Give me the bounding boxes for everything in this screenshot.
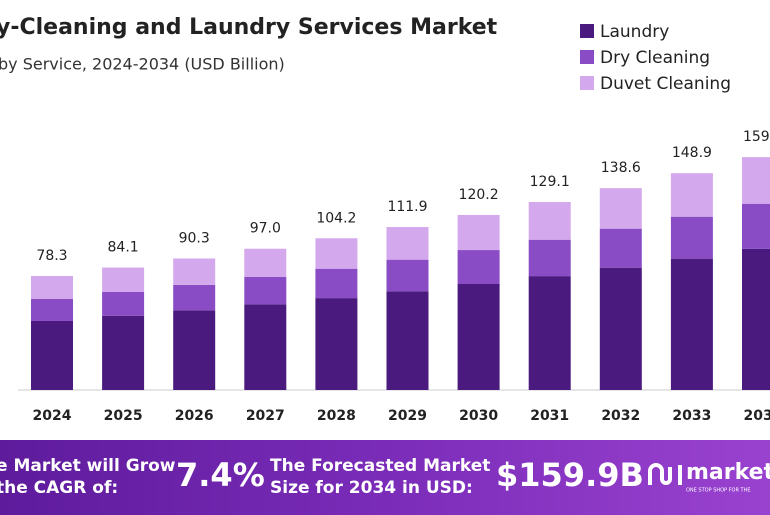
data-label: 111.9 [387,199,427,215]
x-tick-label: 2032 [601,408,640,424]
bar-segment [173,310,216,390]
x-tick-label: 2025 [104,408,143,424]
legend-label: Laundry [600,22,669,42]
bar-segment [31,275,73,299]
bar-segment [315,268,358,299]
x-tick-label: 2031 [530,408,569,424]
bar-segment [102,267,145,292]
bar-segment [102,291,145,316]
x-tick-label: 2027 [246,408,285,424]
legend-swatch [580,76,594,90]
legend-swatch [580,24,594,38]
bar-segment [315,238,358,269]
bar-segment [457,250,500,284]
bar-segment [742,248,770,390]
footer-band [0,440,770,515]
bar-segment [457,214,500,251]
bar-segment [173,258,216,285]
chart-subtitle: by Service, 2024-2034 (USD Billion) [0,55,285,74]
data-label: 97.0 [250,221,281,237]
bar-segment [670,216,713,259]
bar-segment [528,276,571,390]
bar-segment [244,248,287,277]
x-tick-label: 2030 [459,408,498,424]
bar-segment [670,173,713,217]
bar-segment [742,157,770,204]
legend-label: Duvet Cleaning [600,74,731,94]
bar-segment [31,320,73,390]
legend-swatch [580,50,594,64]
legend-label: Dry Cleaning [600,48,710,68]
bar-segment [244,276,287,305]
footer-text: Size for 2034 in USD: [270,478,473,498]
bar-segment [102,315,145,390]
x-tick-label: 2033 [672,408,711,424]
bar-segment [31,298,73,321]
x-tick-label: 2028 [317,408,356,424]
bar-segment [528,201,571,240]
logo-tagline: ONE STOP SHOP FOR THE [686,488,751,494]
footer-text: e Market will Grow [0,456,176,476]
bar-segment [386,291,429,390]
footer-text: The Forecasted Market [270,456,490,476]
data-label: 148.9 [672,145,712,161]
data-label: 159.9 [743,129,770,145]
bar-segment [599,267,642,390]
data-label: 120.2 [459,187,499,203]
data-label: 138.6 [601,160,641,176]
x-tick-label: 2024 [33,408,72,424]
logo: market [686,460,770,485]
bar-segment [742,203,770,249]
bar-segment [670,258,713,390]
data-label: 129.1 [530,174,570,190]
data-label: 84.1 [108,240,139,256]
bar-segment [173,284,216,311]
bar-segment [599,188,642,229]
data-label: 90.3 [179,231,210,247]
x-tick-label: 2034 [744,408,770,424]
chart-title: y-Cleaning and Laundry Services Market [0,15,498,40]
cagr-value: 7.4% [176,456,265,494]
logo-icon [648,463,682,485]
data-label: 78.3 [36,248,67,264]
x-tick-label: 2029 [388,408,427,424]
footer-text: the CAGR of: [0,478,118,498]
data-label: 104.2 [316,210,356,226]
bar-segment [244,304,287,390]
bar-segment [386,259,429,292]
x-tick-label: 2026 [175,408,214,424]
bar-segment [386,227,429,260]
forecast-value: $159.9B [496,456,644,494]
bar-segment [599,228,642,268]
bar-segment [315,298,358,390]
bar-segment [457,283,500,390]
bar-segment [528,239,571,277]
